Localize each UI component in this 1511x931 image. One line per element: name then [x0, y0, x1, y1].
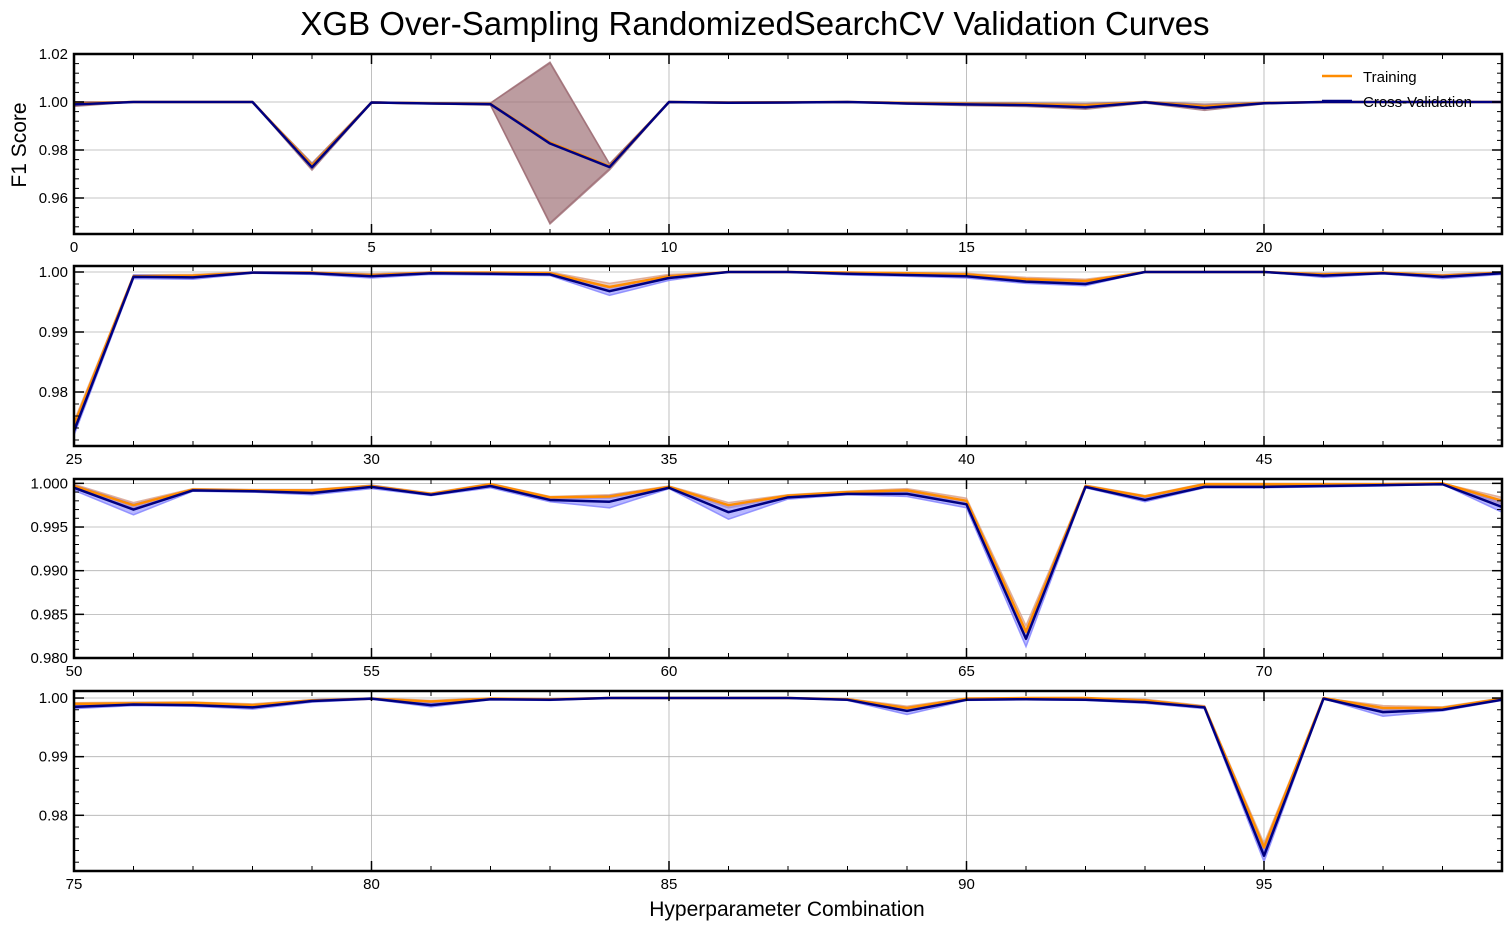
y-tick-label: 0.99 — [39, 324, 68, 341]
panels-group: 0 5 10 15 20 1.02 1.00 0.98 0.96 25 30 35 40 45 1.00 0.… — [30, 46, 1504, 893]
x-tick-label: 15 — [958, 239, 975, 256]
x-tick-label: 95 — [1256, 876, 1273, 893]
y-tick-label: 1.00 — [39, 690, 68, 707]
x-tick-label: 10 — [661, 239, 678, 256]
y-tick-label: 0.98 — [39, 142, 68, 159]
panel-3: 50 55 60 65 70 1.000 0.995 0.990 0.985 0.980 — [30, 475, 1504, 680]
y-axis-label: F1 Score — [8, 102, 31, 187]
x-tick-label: 30 — [363, 451, 380, 468]
y-tick-label: 1.00 — [39, 264, 68, 281]
y-tick-label: 0.985 — [30, 606, 68, 623]
axes-frame — [72, 477, 1504, 660]
panel-4: 75 80 85 90 95 1.00 0.99 0.98 — [39, 689, 1504, 893]
legend-label-training: Training — [1363, 69, 1417, 86]
panel-2: 25 30 35 40 45 1.00 0.99 0.98 — [39, 264, 1504, 468]
y-tick-label: 1.00 — [39, 94, 68, 111]
x-tick-label: 25 — [66, 451, 83, 468]
y-tick-label: 0.980 — [30, 650, 68, 667]
x-tick-label: 5 — [367, 239, 375, 256]
x-tick-label: 90 — [958, 876, 975, 893]
x-tick-label: 35 — [661, 451, 678, 468]
axes-frame — [72, 689, 1504, 873]
y-tick-label: 1.000 — [30, 475, 68, 492]
x-tick-label: 40 — [958, 451, 975, 468]
y-tick-label: 0.99 — [39, 749, 68, 766]
y-tick-label: 0.990 — [30, 563, 68, 580]
axes-frame — [72, 52, 1504, 236]
y-tick-label: 1.02 — [39, 46, 68, 63]
x-tick-label: 75 — [66, 876, 83, 893]
x-tick-label: 20 — [1256, 239, 1273, 256]
legend: Training Cross-Validation — [1322, 69, 1472, 111]
series-line-cv — [74, 696, 1502, 858]
x-tick-label: 0 — [70, 239, 78, 256]
y-tick-label: 0.96 — [39, 190, 68, 207]
panel-1: 0 5 10 15 20 1.02 1.00 0.98 0.96 — [39, 46, 1504, 256]
axes-frame — [72, 264, 1504, 448]
series-line-cv — [74, 100, 1502, 169]
plot-area — [74, 61, 1502, 226]
x-tick-label: 55 — [363, 663, 380, 680]
y-tick-label: 0.995 — [30, 519, 68, 536]
chart-title: XGB Over-Sampling RandomizedSearchCV Val… — [300, 5, 1209, 42]
x-tick-label: 50 — [66, 663, 83, 680]
x-tick-label: 45 — [1256, 451, 1273, 468]
legend-label-cv: Cross-Validation — [1363, 94, 1472, 111]
plot-area — [74, 696, 1502, 864]
y-tick-label: 0.98 — [39, 384, 68, 401]
y-tick-label: 0.98 — [39, 807, 68, 824]
x-tick-label: 85 — [661, 876, 678, 893]
x-tick-label: 70 — [1256, 663, 1273, 680]
x-tick-label: 60 — [661, 663, 678, 680]
x-axis-label: Hyperparameter Combination — [649, 898, 924, 921]
x-tick-label: 80 — [363, 876, 380, 893]
x-tick-label: 65 — [958, 663, 975, 680]
